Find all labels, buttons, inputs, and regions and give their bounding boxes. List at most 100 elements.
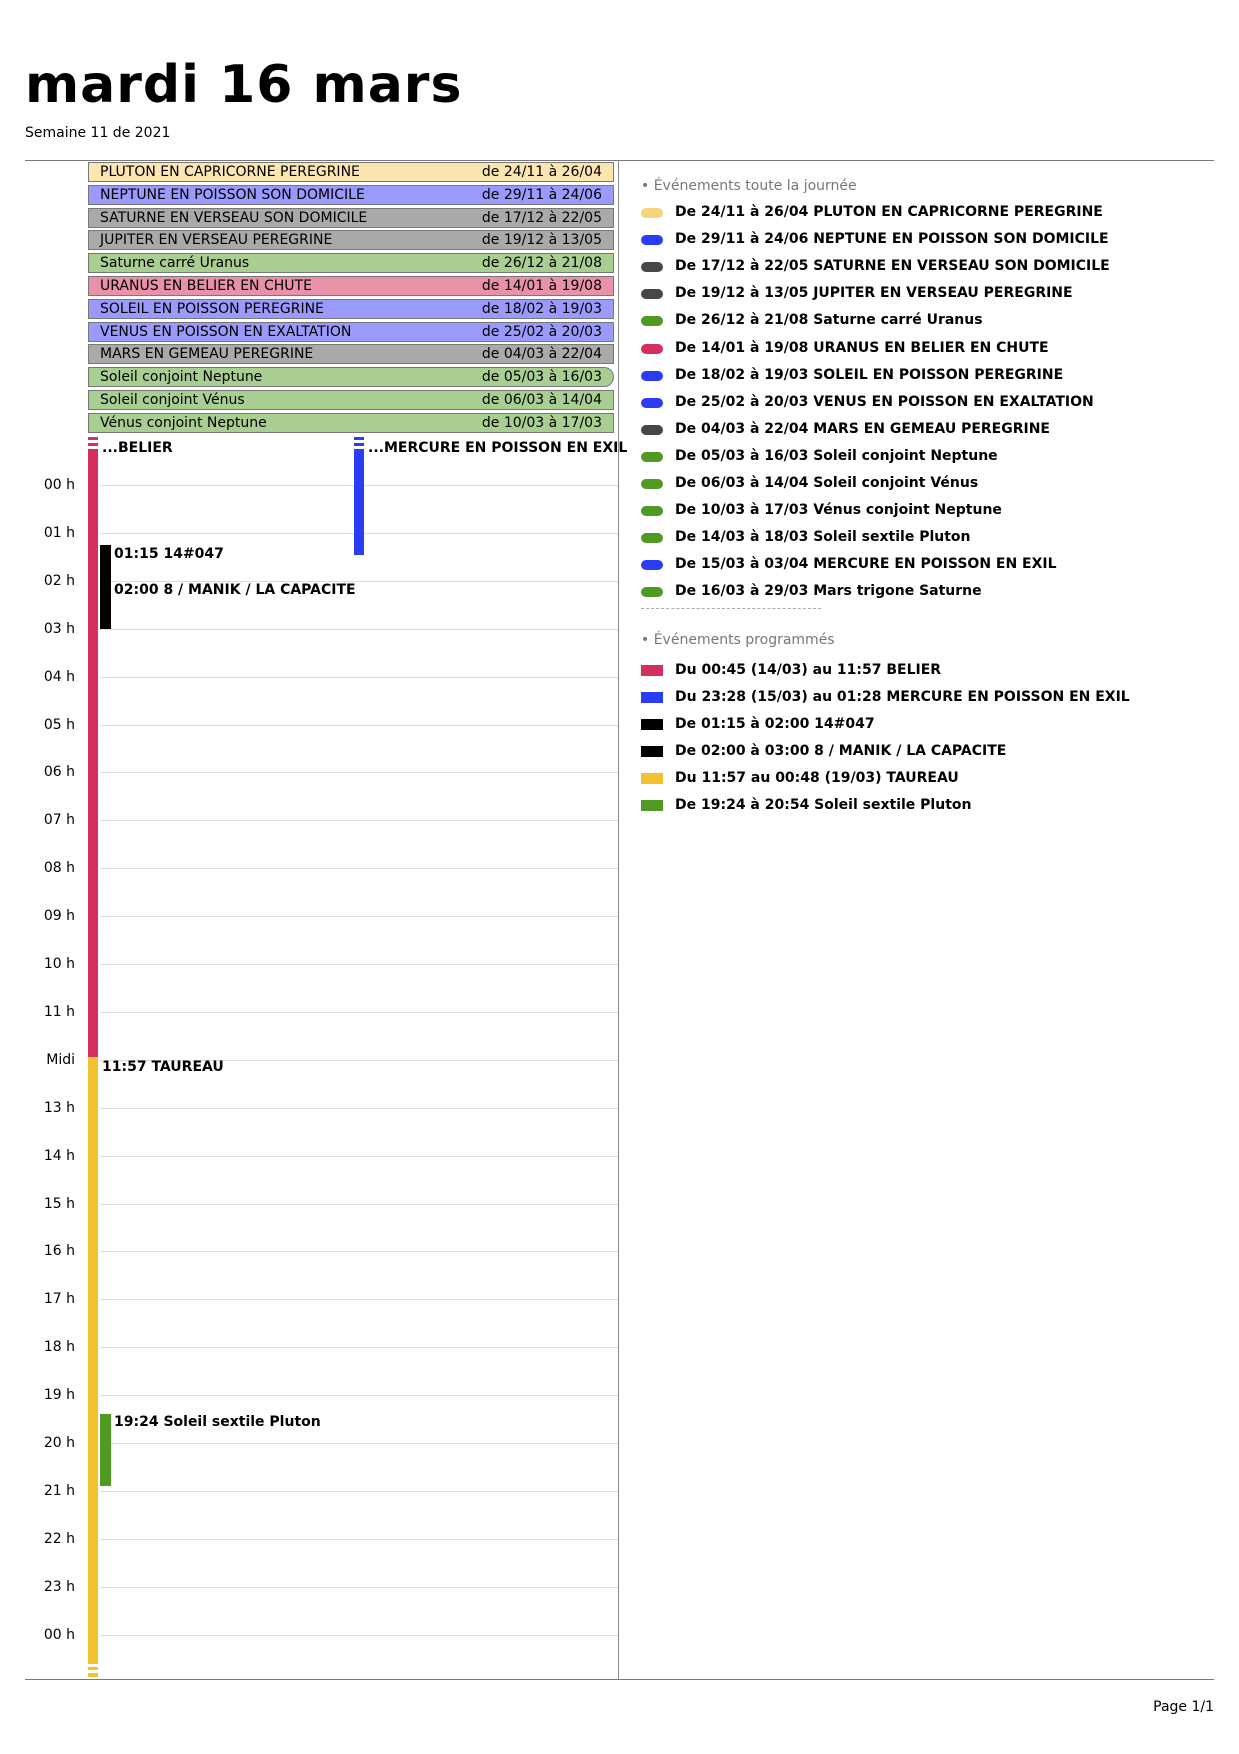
page-number: Page 1/1: [1153, 1699, 1214, 1715]
event-bar[interactable]: [100, 1414, 111, 1487]
hour-gridline: [100, 676, 618, 678]
continuation-mark: [354, 440, 364, 443]
banner-title: JUPITER EN VERSEAU PEREGRINE: [100, 232, 333, 249]
legend-color-pill: [641, 424, 663, 435]
legend-color-pill: [641, 397, 663, 408]
all-day-banner[interactable]: NEPTUNE EN POISSON SON DOMICILE de 29/11 …: [88, 184, 614, 205]
hour-gridline: [100, 724, 618, 726]
hour-gridline: [100, 1155, 618, 1157]
hour-label: 09 h: [43, 908, 75, 925]
legend-item-text: De 02:00 à 03:00 8 / MANIK / LA CAPACITE: [675, 743, 1007, 759]
hour-gridline: [100, 1586, 618, 1588]
hour-label: 05 h: [43, 716, 75, 733]
hour-gridline: [100, 1299, 618, 1301]
legend-item-text: De 14/03 à 18/03 Soleil sextile Pluton: [675, 529, 971, 546]
hour-gridline: [100, 820, 618, 822]
continuation-mark: [88, 446, 98, 449]
all-day-banner[interactable]: Saturne carré Uranus de 26/12 à 21/08: [88, 253, 614, 274]
banner-dates: de 10/03 à 17/03: [481, 414, 602, 431]
legend-color-pill: [641, 506, 663, 517]
hour-label: Midi: [46, 1051, 75, 1068]
legend-color-square: [641, 800, 663, 811]
legend-scheduled-header: • Événements programmés: [641, 632, 835, 648]
all-day-banner[interactable]: PLUTON EN CAPRICORNE PEREGRINE de 24/11 à…: [88, 162, 614, 182]
hour-gridline: [100, 628, 618, 630]
banner-dates: de 05/03 à 16/03: [481, 369, 602, 386]
legend-color-pill: [641, 451, 663, 462]
banner-dates: de 17/12 à 22/05: [481, 209, 602, 226]
legend-color-pill: [641, 479, 663, 489]
page-title: mardi 16 mars: [25, 55, 463, 115]
banner-title: SOLEIL EN POISSON PEREGRINE: [100, 300, 324, 317]
banner-title: SATURNE EN VERSEAU SON DOMICILE: [100, 209, 368, 226]
banner-title: Soleil conjoint Neptune: [100, 369, 263, 386]
hour-gridline: [100, 580, 618, 582]
all-day-banner[interactable]: JUPITER EN VERSEAU PEREGRINE de 19/12 à 1…: [88, 230, 614, 251]
hour-label: 13 h: [43, 1099, 75, 1116]
hour-label: 21 h: [43, 1482, 75, 1499]
hour-gridline: [100, 1490, 618, 1492]
event-bar[interactable]: [100, 580, 111, 629]
legend-item-text: De 29/11 à 24/06 NEPTUNE EN POISSON SON …: [675, 231, 1109, 248]
banner-dates: de 26/12 à 21/08: [481, 255, 602, 272]
legend-item-text: De 04/03 à 22/04 MARS EN GEMEAU PEREGRIN…: [675, 420, 1050, 437]
all-day-banner[interactable]: URANUS EN BELIER EN CHUTE de 14/01 à 19/0…: [88, 276, 614, 296]
hour-gridline: [100, 916, 618, 918]
banner-title: Saturne carré Uranus: [100, 255, 250, 272]
all-day-banner[interactable]: Soleil conjoint Vénus de 06/03 à 14/04: [88, 390, 614, 410]
legend-color-square: [641, 746, 663, 757]
legend-separator: [641, 608, 821, 609]
banner-title: PLUTON EN CAPRICORNE PEREGRINE: [100, 164, 360, 180]
event-bar[interactable]: [88, 1057, 98, 1677]
hour-gridline: [100, 772, 618, 774]
event-bar[interactable]: [354, 437, 364, 556]
all-day-banner[interactable]: MARS EN GEMEAU PEREGRINE de 04/03 à 22/04: [88, 344, 614, 365]
legend-color-pill: [641, 587, 663, 598]
hour-label: 02 h: [43, 572, 75, 589]
hour-label: 06 h: [43, 764, 75, 781]
legend-color-pill: [641, 560, 663, 571]
event-bar[interactable]: [100, 544, 111, 581]
hour-gridline: [100, 964, 618, 965]
legend-all-day-header: • Événements toute la journée: [641, 178, 857, 194]
legend-color-pill: [641, 370, 663, 381]
hour-label: 00 h: [43, 1626, 75, 1643]
event-label[interactable]: 11:57 TAUREAU: [102, 1059, 224, 1075]
hour-label: 19 h: [43, 1387, 75, 1404]
banner-title: VENUS EN POISSON EN EXALTATION: [100, 323, 352, 340]
all-day-banner[interactable]: Soleil conjoint Neptune de 05/03 à 16/03: [88, 367, 614, 388]
legend-item-text: Du 11:57 au 00:48 (19/03) TAUREAU: [675, 770, 959, 786]
legend-color-square: [641, 665, 663, 676]
hour-gridline: [100, 1538, 618, 1540]
legend-item-text: De 10/03 à 17/03 Vénus conjoint Neptune: [675, 502, 1002, 519]
event-label[interactable]: ...MERCURE EN POISSON EN EXIL: [368, 440, 628, 456]
banner-title: NEPTUNE EN POISSON SON DOMICILE: [100, 186, 365, 203]
hour-label: 18 h: [43, 1339, 75, 1356]
event-label[interactable]: 01:15 14#047: [114, 546, 224, 562]
hour-label: 17 h: [43, 1291, 75, 1308]
all-day-banner[interactable]: SATURNE EN VERSEAU SON DOMICILE de 17/12 …: [88, 207, 614, 228]
legend-item-text: De 24/11 à 26/04 PLUTON EN CAPRICORNE PE…: [675, 204, 1103, 220]
hour-gridline: [100, 1347, 618, 1349]
hour-label: 20 h: [43, 1435, 75, 1451]
hour-gridline: [100, 868, 618, 870]
event-label[interactable]: 19:24 Soleil sextile Pluton: [114, 1414, 321, 1430]
continuation-mark: [88, 1664, 98, 1667]
legend-color-pill: [641, 208, 663, 218]
hour-gridline: [100, 1203, 618, 1205]
continuation-mark: [354, 446, 364, 449]
legend-color-pill: [641, 289, 663, 300]
banner-dates: de 06/03 à 14/04: [481, 392, 602, 408]
event-label[interactable]: ...BELIER: [102, 440, 173, 456]
event-bar[interactable]: [88, 437, 98, 1058]
all-day-banner[interactable]: SOLEIL EN POISSON PEREGRINE de 18/02 à 19…: [88, 298, 614, 319]
legend-item-text: De 05/03 à 16/03 Soleil conjoint Neptune: [675, 447, 998, 464]
hour-label: 16 h: [43, 1243, 75, 1260]
all-day-banner[interactable]: VENUS EN POISSON EN EXALTATION de 25/02 à…: [88, 321, 614, 342]
hour-gridline: [100, 1251, 618, 1253]
event-label[interactable]: 02:00 8 / MANIK / LA CAPACITE: [114, 582, 356, 598]
banner-dates: de 25/02 à 20/03: [481, 323, 602, 340]
all-day-banner[interactable]: Vénus conjoint Neptune de 10/03 à 17/03: [88, 412, 614, 433]
bottom-divider: [25, 1679, 1214, 1680]
hour-label: 11 h: [43, 1003, 75, 1020]
